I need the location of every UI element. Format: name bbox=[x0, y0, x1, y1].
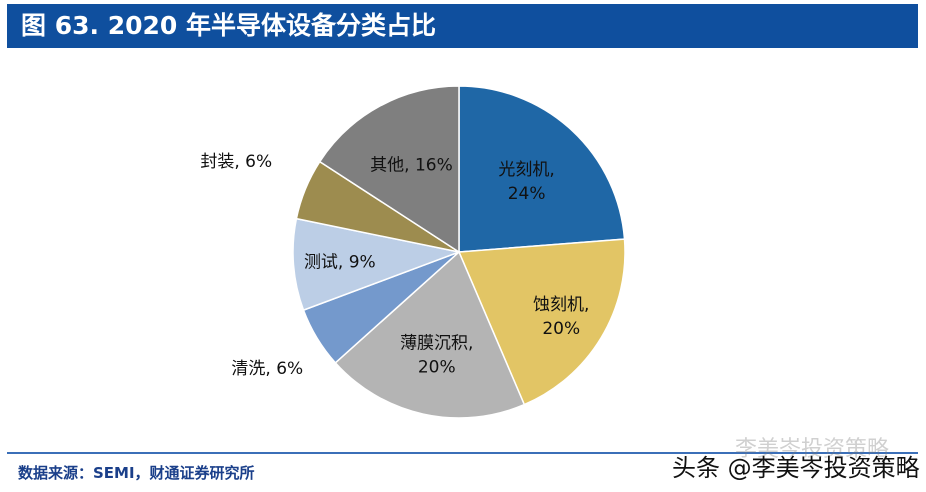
slice-label: 光刻机, 24% bbox=[498, 160, 554, 204]
figure-title: 图 63. 2020 年半导体设备分类占比 bbox=[7, 4, 918, 48]
watermark-faded: 李美岑投资策略 bbox=[735, 437, 890, 462]
pie-slice-蚀刻机 bbox=[457, 238, 626, 406]
slice-label: 测试, 9% bbox=[304, 252, 376, 272]
pie-slice-光刻机 bbox=[458, 85, 626, 253]
watermark: 头条 @李美岑投资策略 bbox=[672, 454, 920, 482]
source-note: 数据来源：SEMI，财通证券研究所 bbox=[18, 464, 255, 482]
slice-label: 封装, 6% bbox=[200, 152, 272, 172]
footer-divider bbox=[7, 452, 918, 454]
slice-label: 其他, 16% bbox=[370, 155, 453, 175]
pie-slice-薄膜沉积 bbox=[334, 250, 526, 419]
slice-label: 蚀刻机, 20% bbox=[533, 295, 589, 339]
slice-label: 清洗, 6% bbox=[231, 359, 303, 379]
pie-slice-其他 bbox=[318, 85, 460, 254]
pie-slice-测试 bbox=[292, 217, 462, 312]
slice-label: 薄膜沉积, 20% bbox=[400, 333, 473, 377]
